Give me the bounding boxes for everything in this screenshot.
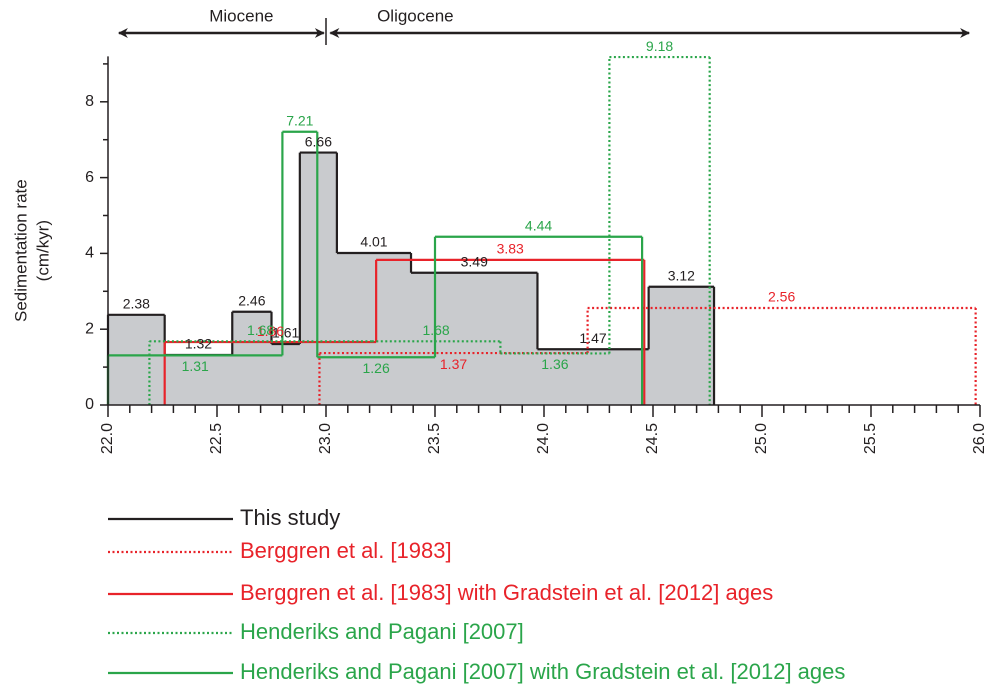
- x-tick-label: 24.0: [535, 423, 552, 454]
- value-label: 1.68: [422, 322, 449, 338]
- value-label: 2.38: [123, 296, 150, 312]
- x-tick-label: 25.0: [753, 423, 770, 454]
- period-label: Miocene: [209, 6, 273, 25]
- value-label: 6.66: [305, 133, 332, 149]
- value-label: 1.61: [272, 325, 299, 341]
- y-axis-label: Sedimentation rate: [11, 179, 30, 322]
- x-tick-label: 23.5: [426, 423, 443, 454]
- value-label: 1.31: [182, 358, 209, 374]
- value-label: 1.37: [440, 356, 467, 372]
- y-tick-label: 0: [85, 396, 94, 413]
- legend-label: Berggren et al. [1983] with Gradstein et…: [240, 580, 773, 605]
- x-tick-label: 23.0: [317, 423, 334, 454]
- value-label: 2.46: [238, 292, 265, 308]
- y-tick-label: 4: [85, 245, 94, 262]
- x-tick-label: 22.5: [208, 423, 225, 454]
- value-label: 1.47: [579, 330, 606, 346]
- y-axis-label: (cm/kyr): [33, 220, 52, 281]
- value-label: 1.68: [247, 322, 274, 338]
- legend-label: Henderiks and Pagani [2007]: [240, 619, 524, 644]
- legend-label: Berggren et al. [1983]: [240, 538, 452, 563]
- value-label: 1.26: [363, 360, 390, 376]
- x-tick-label: 26.0: [971, 423, 988, 454]
- value-label: 9.18: [646, 38, 673, 54]
- period-label: Oligocene: [377, 6, 454, 25]
- value-label: 2.56: [768, 289, 795, 305]
- value-label: 3.12: [668, 267, 695, 283]
- value-label: 1.66: [257, 323, 284, 339]
- value-label: 4.01: [360, 234, 387, 250]
- value-label: 4.44: [525, 217, 552, 233]
- x-tick-label: 25.5: [862, 423, 879, 454]
- y-tick-label: 8: [85, 93, 94, 110]
- value-label: 7.21: [286, 112, 313, 128]
- y-tick-label: 6: [85, 169, 94, 186]
- value-label: 1.36: [541, 356, 568, 372]
- legend-label: Henderiks and Pagani [2007] with Gradste…: [240, 659, 845, 684]
- y-tick-label: 2: [85, 320, 94, 337]
- x-tick-label: 22.0: [99, 423, 116, 454]
- legend-label: This study: [240, 505, 340, 530]
- value-label: 1.32: [185, 336, 212, 352]
- x-tick-label: 24.5: [644, 423, 661, 454]
- value-label: 3.49: [461, 253, 488, 269]
- value-label: 3.83: [497, 241, 524, 257]
